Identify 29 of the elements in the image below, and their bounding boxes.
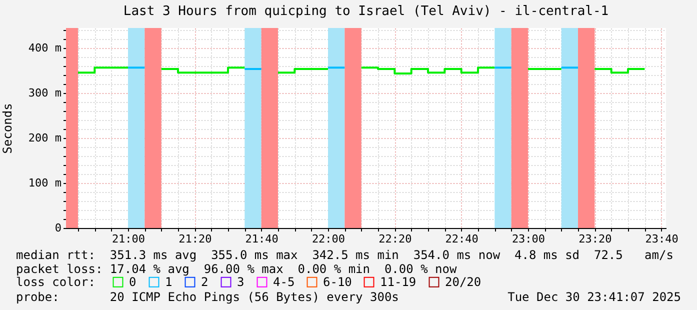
legend-label: 4-5 <box>273 275 295 290</box>
text: packet loss: 17.04 % avg 96.00 % max 0.00 % min 0.00 % now <box>16 262 457 276</box>
legend-title: loss color: <box>16 275 96 289</box>
x-tick-label: 21:40 <box>245 232 278 246</box>
x-tick-label: 23:00 <box>512 232 546 246</box>
text: probe: 20 ICMP Echo Pings (56 Bytes) every 300s <box>16 290 399 304</box>
x-tick-label: 22:00 <box>312 232 346 246</box>
x-tick-label: 22:20 <box>378 232 412 246</box>
y-tick-label: 300 m <box>28 86 62 100</box>
legend-label: 0 <box>129 275 136 290</box>
y-tick-label: 400 m <box>28 41 62 54</box>
x-tick-label: 23:20 <box>578 232 612 246</box>
y-tick-label: 0 <box>54 222 62 234</box>
y-axis-title: Seconds <box>0 103 14 154</box>
y-tick-label: 200 m <box>28 131 62 144</box>
legend-label: 1 <box>165 275 172 290</box>
legend-label: 3 <box>237 275 244 290</box>
text: Tue Dec 30 23:41:07 2025 <box>508 290 681 304</box>
x-tick-label: 22:40 <box>445 232 478 246</box>
legend-label: 20/20 <box>445 275 482 290</box>
y-tick-label: 100 m <box>28 176 62 190</box>
chart-title: Last 3 Hours from quicping to Israel (Tel Aviv) - il-central-1 <box>123 4 609 19</box>
legend-label: 6-10 <box>323 275 352 290</box>
text: median rtt: 351.3 ms avg 355.0 ms max 342.5 ms min 354.0 ms now 4.8 ms sd 72.5 am/s <box>16 248 674 262</box>
legend-label: 2 <box>201 275 208 290</box>
legend-label: 11-19 <box>380 275 416 290</box>
x-tick-label: 21:20 <box>178 232 212 246</box>
x-tick-label: 23:40 <box>645 232 678 246</box>
x-tick-label: 21:00 <box>112 232 146 246</box>
